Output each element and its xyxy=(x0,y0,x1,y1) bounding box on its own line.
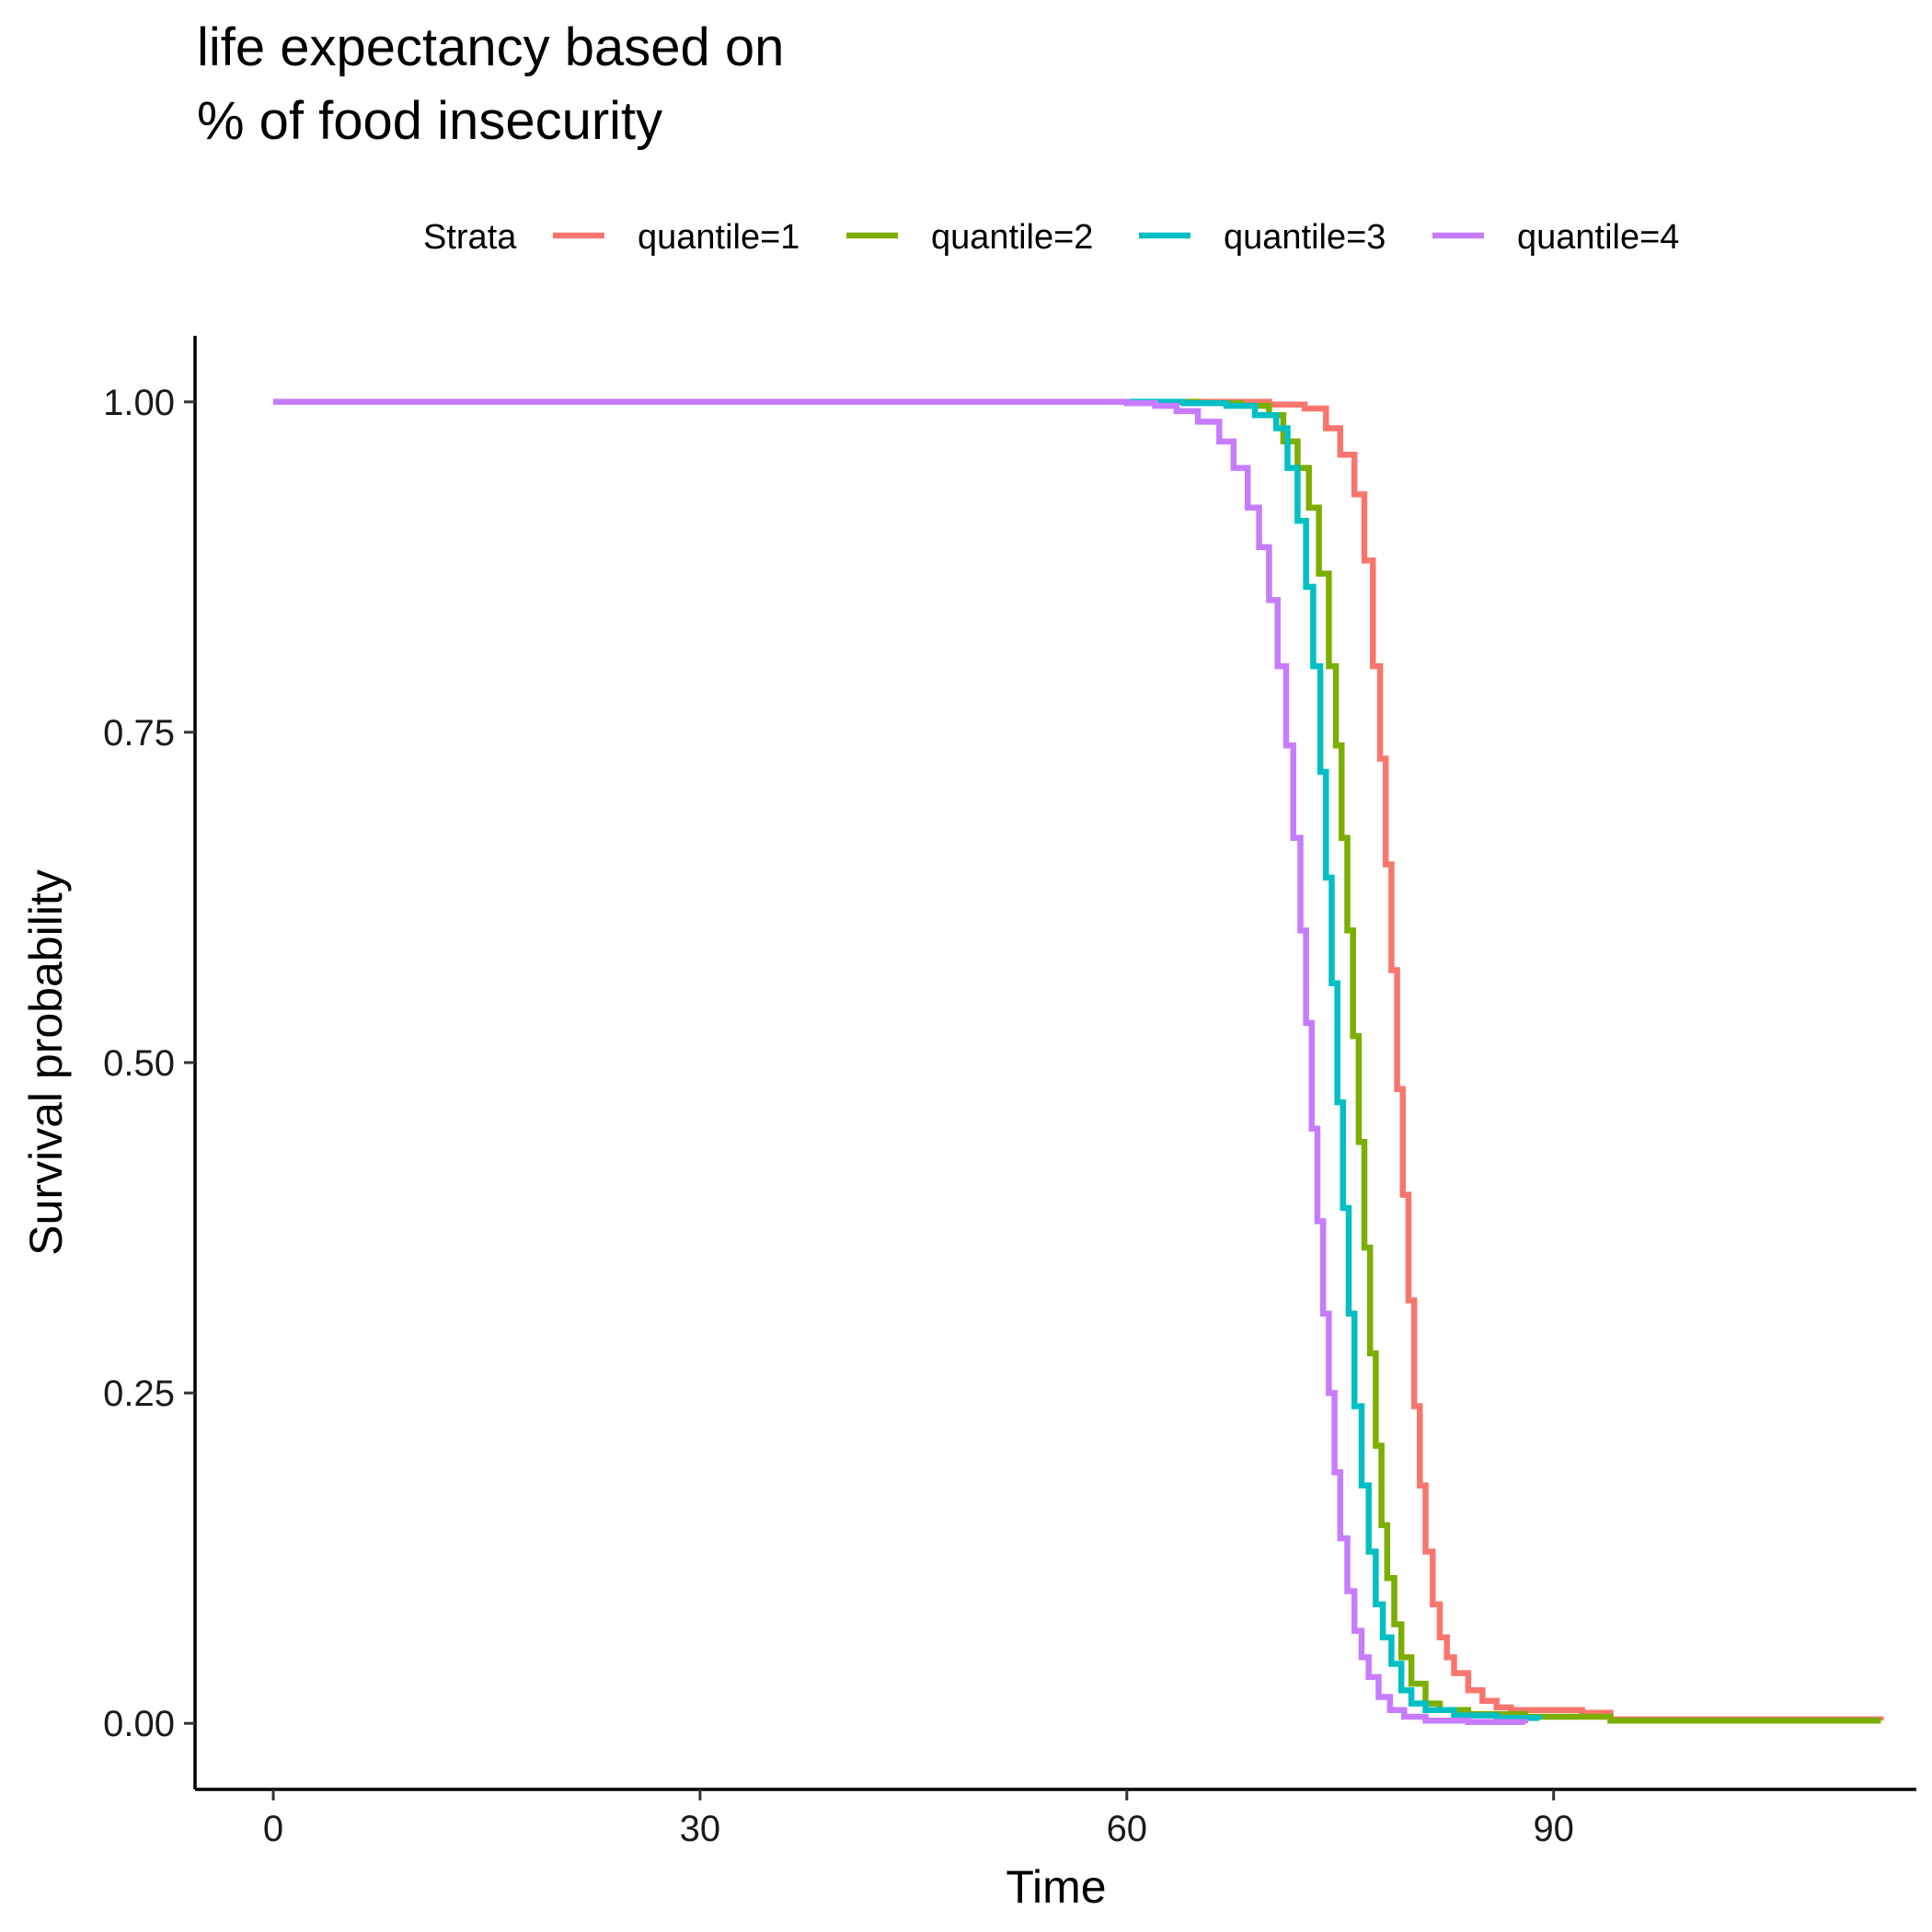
legend-title: Strata xyxy=(423,218,517,257)
y-tick-label: 1.00 xyxy=(103,383,175,423)
y-tick-label: 0.75 xyxy=(103,713,175,753)
legend-label-quantile-4: quantile=4 xyxy=(1517,218,1679,257)
legend-items: quantile=1 quantile=2 quantile=3 quantile=4 xyxy=(553,218,1679,257)
legend: Strata quantile=1 quantile=2 quantile=3 qua… xyxy=(423,218,1679,257)
series-line-quantile-3 xyxy=(273,398,1543,1721)
y-ticks: 0.00 0.25 0.50 0.75 1.00 xyxy=(103,383,195,1744)
legend-label-quantile-1: quantile=1 xyxy=(638,218,799,257)
y-axis-title: Survival probability xyxy=(20,869,72,1256)
x-axis-title: Time xyxy=(1006,1861,1106,1913)
legend-label-quantile-3: quantile=3 xyxy=(1224,218,1386,257)
y-tick-label: 0.50 xyxy=(103,1043,175,1084)
x-ticks: 0 30 60 90 xyxy=(263,1789,1574,1849)
plot-area: 0.00 0.25 0.50 0.75 1.00 0 30 60 90 xyxy=(103,336,1916,1849)
x-tick-label: 60 xyxy=(1107,1809,1148,1849)
chart-title-line-2: % of food insecurity xyxy=(197,91,662,151)
series-line-quantile-1 xyxy=(273,398,1884,1723)
x-tick-label: 0 xyxy=(263,1809,283,1849)
y-tick-label: 0.00 xyxy=(103,1704,175,1744)
series-line-quantile-4 xyxy=(273,398,1529,1725)
chart-title-line-1: life expectancy based on xyxy=(197,17,784,77)
y-tick-label: 0.25 xyxy=(103,1374,175,1414)
series-layer xyxy=(273,398,1884,1725)
legend-label-quantile-2: quantile=2 xyxy=(931,218,1093,257)
x-tick-label: 90 xyxy=(1533,1809,1574,1849)
x-tick-label: 30 xyxy=(680,1809,721,1849)
